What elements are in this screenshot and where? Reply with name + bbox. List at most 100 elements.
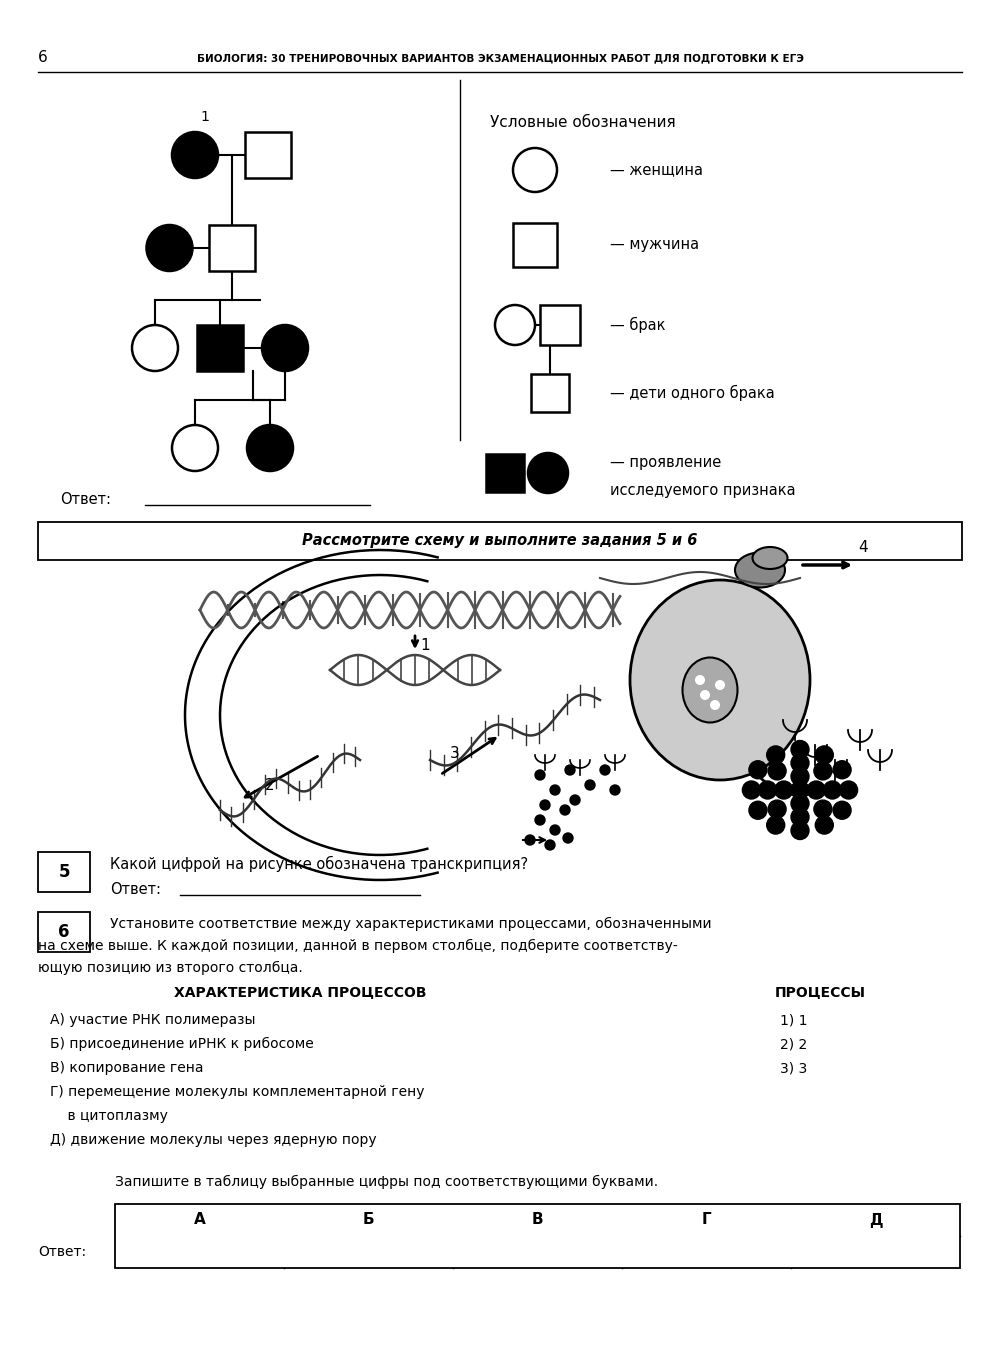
Circle shape <box>815 816 833 834</box>
Text: 2: 2 <box>265 777 275 792</box>
Circle shape <box>775 781 793 799</box>
Bar <box>513 223 557 267</box>
Text: — мужчина: — мужчина <box>610 237 699 252</box>
Circle shape <box>710 700 720 710</box>
Circle shape <box>791 781 809 799</box>
Text: 1: 1 <box>201 111 209 124</box>
Bar <box>115 1205 960 1268</box>
Circle shape <box>550 826 560 835</box>
Text: Б) присоединение иРНК к рибосоме: Б) присоединение иРНК к рибосоме <box>50 1037 314 1051</box>
Circle shape <box>840 781 858 799</box>
Text: 4: 4 <box>858 541 868 556</box>
Circle shape <box>610 785 620 795</box>
Text: — брак: — брак <box>610 317 666 333</box>
Circle shape <box>814 762 832 780</box>
Circle shape <box>700 689 710 700</box>
Text: 5: 5 <box>58 863 70 881</box>
Circle shape <box>570 795 580 805</box>
Circle shape <box>550 785 560 795</box>
Text: — женщина: — женщина <box>610 162 703 178</box>
Bar <box>38 522 962 560</box>
Bar <box>38 912 90 952</box>
Bar <box>197 325 243 371</box>
Circle shape <box>600 765 610 774</box>
Circle shape <box>535 815 545 826</box>
Bar <box>38 853 90 892</box>
Circle shape <box>833 801 851 819</box>
Text: А: А <box>194 1213 205 1228</box>
Bar <box>486 455 524 492</box>
Text: на схеме выше. К каждой позиции, данной в первом столбце, подберите соответству-: на схеме выше. К каждой позиции, данной … <box>38 939 678 952</box>
Circle shape <box>715 680 725 689</box>
Bar <box>208 225 254 271</box>
Circle shape <box>495 305 535 345</box>
Circle shape <box>560 805 570 815</box>
Bar <box>540 305 580 345</box>
Circle shape <box>172 132 218 178</box>
Bar <box>245 132 291 178</box>
Text: Ответ:: Ответ: <box>110 882 161 897</box>
Text: ХАРАКТЕРИСТИКА ПРОЦЕССОВ: ХАРАКТЕРИСТИКА ПРОЦЕССОВ <box>174 985 426 1000</box>
Text: Установите соответствие между характеристиками процессами, обозначенными: Установите соответствие между характерис… <box>110 917 712 931</box>
Text: ющую позицию из второго столбца.: ющую позицию из второго столбца. <box>38 960 303 975</box>
Text: 6: 6 <box>58 923 70 942</box>
Circle shape <box>791 754 809 772</box>
Circle shape <box>791 808 809 826</box>
Circle shape <box>791 741 809 758</box>
Circle shape <box>262 325 308 371</box>
Circle shape <box>742 781 760 799</box>
Text: 1) 1: 1) 1 <box>780 1013 808 1027</box>
Circle shape <box>767 746 785 764</box>
Circle shape <box>695 674 705 685</box>
Circle shape <box>749 801 767 819</box>
Text: Д: Д <box>869 1213 882 1228</box>
Text: Д) движение молекулы через ядерную пору: Д) движение молекулы через ядерную пору <box>50 1133 377 1147</box>
Text: Ответ:: Ответ: <box>60 492 111 507</box>
Circle shape <box>759 781 777 799</box>
Circle shape <box>791 768 809 785</box>
Text: В: В <box>532 1213 543 1228</box>
Text: Условные обозначения: Условные обозначения <box>490 115 676 130</box>
Circle shape <box>565 765 575 774</box>
Text: Запишите в таблицу выбранные цифры под соответствующими буквами.: Запишите в таблицу выбранные цифры под с… <box>115 1175 658 1188</box>
Ellipse shape <box>682 657 738 723</box>
Circle shape <box>768 762 786 780</box>
Text: 5: 5 <box>743 762 753 777</box>
Circle shape <box>807 781 825 799</box>
Circle shape <box>814 800 832 817</box>
Circle shape <box>833 761 851 778</box>
Circle shape <box>767 816 785 834</box>
Circle shape <box>528 453 568 492</box>
Text: 2) 2: 2) 2 <box>780 1037 807 1051</box>
Text: Г: Г <box>702 1213 711 1228</box>
Circle shape <box>815 746 833 764</box>
Circle shape <box>791 822 809 839</box>
Text: А) участие РНК полимеразы: А) участие РНК полимеразы <box>50 1013 256 1027</box>
Text: 3) 3: 3) 3 <box>780 1062 807 1075</box>
Circle shape <box>513 148 557 192</box>
Ellipse shape <box>630 580 810 780</box>
Text: В) копирование гена: В) копирование гена <box>50 1062 204 1075</box>
Text: — дети одного брака: — дети одного брака <box>610 384 775 401</box>
Text: БИОЛОГИЯ: 30 ТРЕНИРОВОЧНЫХ ВАРИАНТОВ ЭКЗАМЕНАЦИОННЫХ РАБОТ ДЛЯ ПОДГОТОВКИ К ЕГЭ: БИОЛОГИЯ: 30 ТРЕНИРОВОЧНЫХ ВАРИАНТОВ ЭКЗ… <box>197 53 803 63</box>
Circle shape <box>525 835 535 844</box>
Text: Рассмотрите схему и выполните задания 5 и 6: Рассмотрите схему и выполните задания 5 … <box>302 533 698 549</box>
Circle shape <box>172 425 218 471</box>
Circle shape <box>146 225 192 271</box>
Circle shape <box>563 832 573 843</box>
Text: Какой цифрой на рисунке обозначена транскрипция?: Какой цифрой на рисунке обозначена транс… <box>110 855 528 871</box>
Bar <box>531 374 569 411</box>
Text: 6: 6 <box>38 50 48 66</box>
Circle shape <box>540 800 550 809</box>
Circle shape <box>545 840 555 850</box>
Text: ПРОЦЕССЫ: ПРОЦЕССЫ <box>774 985 866 1000</box>
Circle shape <box>247 425 293 471</box>
Text: Б: Б <box>363 1213 374 1228</box>
Text: Г) перемещение молекулы комплементарной гену: Г) перемещение молекулы комплементарной … <box>50 1085 424 1099</box>
Circle shape <box>791 795 809 812</box>
Text: Ответ:: Ответ: <box>38 1245 86 1259</box>
Ellipse shape <box>753 546 788 569</box>
Circle shape <box>823 781 841 799</box>
Circle shape <box>768 800 786 817</box>
Circle shape <box>749 761 767 778</box>
